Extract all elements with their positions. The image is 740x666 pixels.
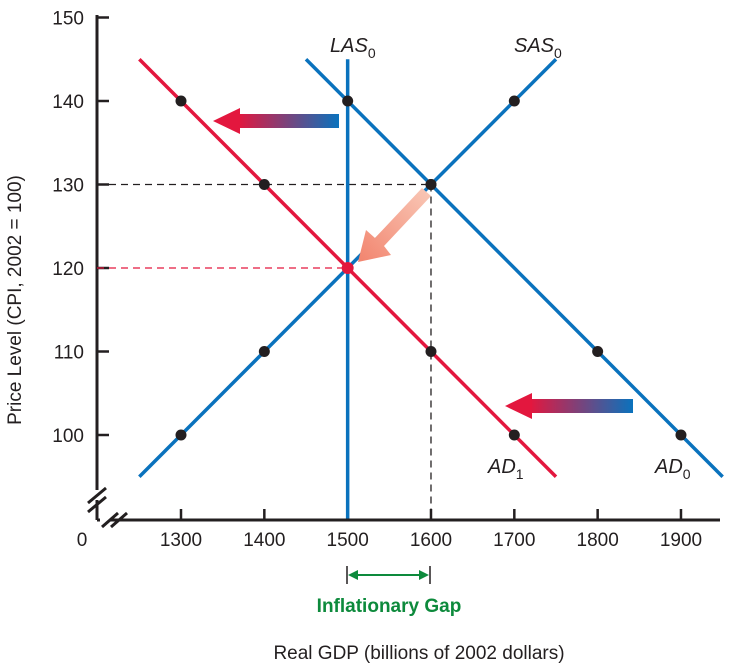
point-ad1-1600-110	[425, 346, 437, 357]
reference-lines	[97, 183, 432, 520]
x-tick-label-1600: 1600	[410, 530, 452, 551]
ad-shift-arrow-lower	[505, 393, 633, 419]
x-tick-label-1300: 1300	[160, 530, 202, 551]
sas-movement-arrow	[358, 188, 431, 262]
point-ad1-1300-140	[175, 95, 187, 107]
inflationary-gap: Inflationary Gap	[317, 566, 462, 617]
point-sas0-1300-100	[175, 429, 187, 441]
data-points	[175, 95, 687, 441]
label-ad1-sub: 1	[516, 466, 524, 482]
point-ad1-1400-130	[258, 179, 270, 190]
x-ticks: 1300 1400 1500 1600 1700 1800 1900	[160, 509, 702, 551]
gap-arrow-right-head	[419, 570, 429, 580]
x-tick-label-1700: 1700	[493, 530, 535, 551]
gap-arrow-left-head	[348, 570, 358, 580]
point-sas0-1600-130	[425, 179, 437, 190]
x-axis-title: Real GDP (billions of 2002 dollars)	[273, 643, 564, 664]
point-new-equilibrium	[341, 262, 354, 274]
y-axis-title: Price Level (CPI, 2002 = 100)	[5, 175, 26, 425]
axis-break-icon	[87, 486, 128, 529]
label-ad1: AD1	[487, 456, 524, 482]
point-ad0-1500-140	[342, 95, 354, 107]
point-ad1-1700-100	[508, 429, 520, 441]
label-las0: LAS0	[330, 35, 376, 61]
shift-arrows	[213, 108, 633, 419]
y-tick-label-140: 140	[52, 92, 84, 113]
x-tick-label-1900: 1900	[660, 530, 702, 551]
point-ad0-1800-110	[592, 346, 604, 357]
origin-label: 0	[77, 530, 88, 551]
y-ticks: 100 110 120 130 140 150	[52, 9, 109, 447]
y-tick-label-120: 120	[52, 259, 84, 280]
gap-label: Inflationary Gap	[317, 596, 462, 617]
point-ad0-1900-100	[675, 429, 687, 441]
point-sas0-1400-110	[258, 346, 270, 357]
x-tick-label-1400: 1400	[243, 530, 285, 551]
curve-ad0	[304, 58, 724, 478]
y-tick-label-130: 130	[52, 176, 84, 197]
point-sas0-1700-140	[508, 95, 520, 107]
y-tick-label-100: 100	[52, 426, 84, 447]
label-las0-sub: 0	[368, 45, 376, 61]
label-sas0-sub: 0	[554, 45, 562, 61]
y-tick-label-110: 110	[54, 343, 84, 364]
x-tick-label-1800: 1800	[577, 530, 619, 551]
ad-shift-arrow-upper	[213, 108, 339, 134]
label-sas0: SAS0	[514, 35, 562, 61]
y-tick-label-150: 150	[52, 9, 84, 30]
label-ad0: AD0	[654, 456, 691, 482]
label-ad0-sub: 0	[683, 466, 691, 482]
x-tick-label-1500: 1500	[327, 530, 369, 551]
